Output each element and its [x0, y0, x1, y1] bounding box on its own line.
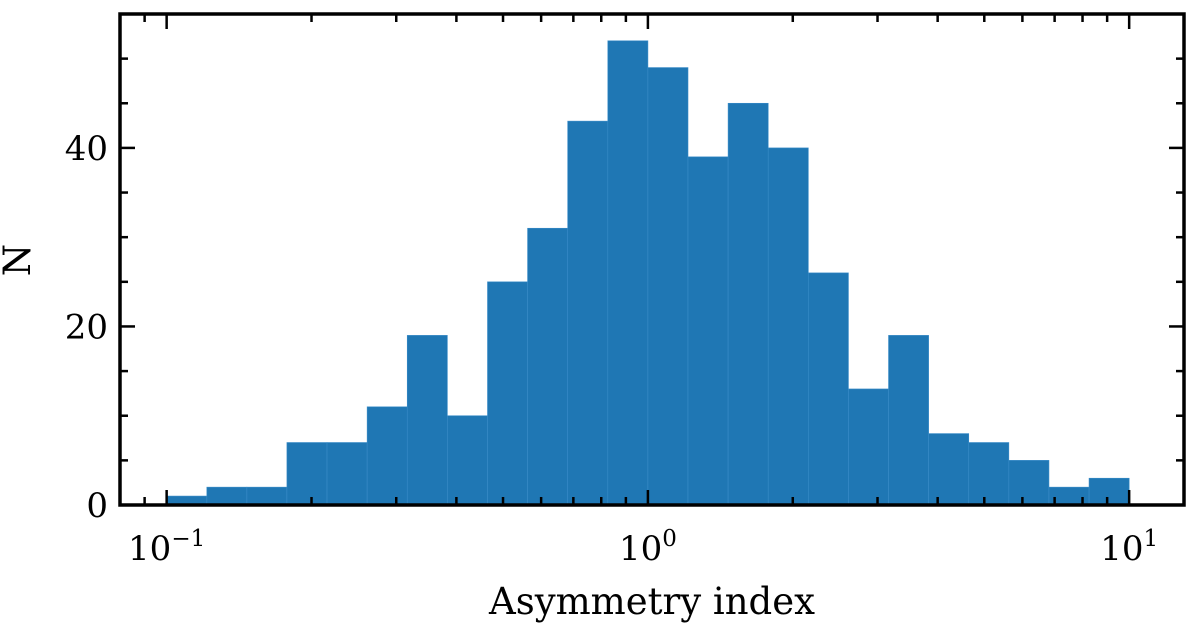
histogram-bar — [246, 486, 288, 506]
histogram-bar — [286, 442, 328, 506]
histogram-bar — [1008, 460, 1050, 506]
tick-labels: 0 20 40 10−1 100 101 — [65, 129, 1158, 569]
histogram-bar — [326, 442, 368, 506]
histogram-bar — [888, 335, 929, 506]
histogram-bar — [487, 281, 528, 506]
histogram-bar — [607, 40, 649, 506]
histogram-bar — [1088, 477, 1130, 506]
y-tick-label: 20 — [65, 307, 108, 347]
histogram-bar — [647, 67, 689, 506]
histogram-bar — [567, 120, 609, 506]
histogram-bar — [968, 442, 1010, 506]
histogram-bar — [687, 156, 729, 506]
x-axis-label: Asymmetry index — [488, 580, 815, 623]
x-tick-label: 100 — [619, 526, 677, 569]
x-tick-label: 101 — [1100, 526, 1158, 569]
histogram-bar — [808, 272, 849, 506]
histogram-bar — [527, 227, 568, 506]
histogram-bar — [727, 102, 769, 506]
histogram-bar — [447, 415, 488, 506]
x-tick-label: 10−1 — [128, 526, 205, 569]
plot-frame — [118, 12, 1186, 507]
y-tick-label: 0 — [86, 486, 108, 526]
histogram-bar — [767, 147, 809, 506]
y-tick-label: 40 — [65, 129, 108, 169]
histogram-bar — [848, 388, 889, 506]
histogram-bars — [166, 40, 1130, 506]
histogram-bar — [366, 406, 408, 506]
histogram-bar — [206, 486, 248, 506]
histogram-bar — [406, 335, 448, 506]
histogram-bar — [928, 433, 970, 506]
y-axis-label: N — [0, 244, 39, 276]
